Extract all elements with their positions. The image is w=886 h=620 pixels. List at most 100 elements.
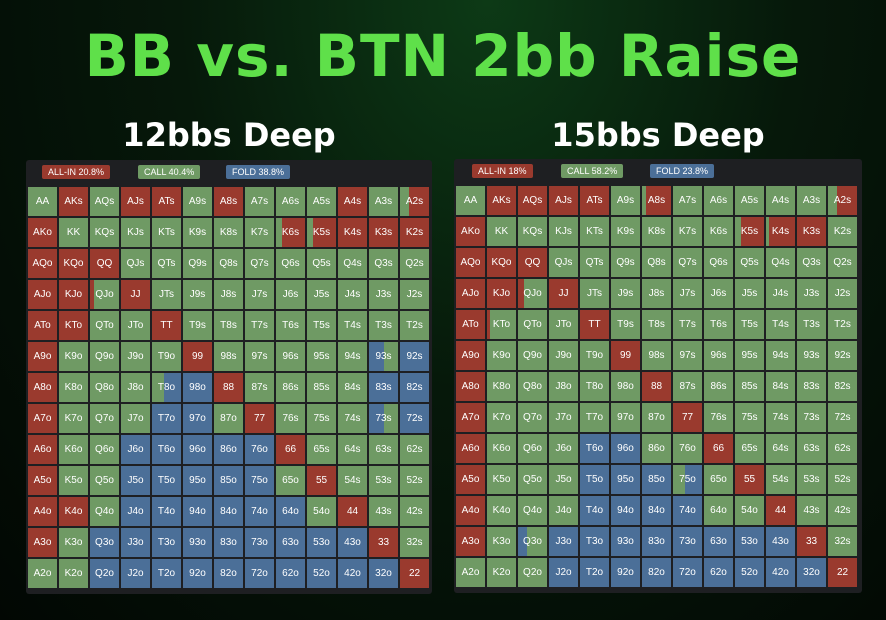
hand-label: 99 [191, 351, 204, 362]
hand-cell-54s: 54s [766, 465, 795, 494]
hand-cell-74s: 74s [766, 403, 795, 432]
hand-label: A8o [461, 381, 480, 392]
hand-cell-55: 55 [735, 465, 764, 494]
hand-cell-73o: 73o [673, 527, 702, 556]
hand-label: T3s [803, 319, 820, 330]
hand-label: T2o [585, 567, 604, 578]
hand-cell-J7o: J7o [121, 404, 150, 433]
hand-cell-54o: 54o [735, 496, 764, 525]
hand-label: 86o [648, 443, 665, 454]
hand-cell-85s: 85s [735, 372, 764, 401]
hand-label: 82s [834, 381, 851, 392]
hand-cell-K8s: K8s [214, 218, 243, 247]
hand-label: KJo [492, 288, 511, 299]
hand-cell-32s: 32s [828, 527, 857, 556]
hand-label: 93o [617, 536, 634, 547]
hand-cell-T2o: T2o [152, 559, 181, 588]
hand-label: 85s [741, 381, 758, 392]
hand-cell-K2o: K2o [487, 558, 516, 587]
hand-cell-53s: 53s [369, 466, 398, 495]
hand-label: 54s [772, 474, 789, 485]
mix-fill [487, 310, 490, 339]
hand-label: 65o [710, 474, 727, 485]
hand-cell-KTs: KTs [152, 218, 181, 247]
hand-label: K6o [492, 443, 511, 454]
hand-cell-AQo: AQo [456, 248, 485, 277]
hand-cell-43s: 43s [369, 497, 398, 526]
hand-cell-94o: 94o [183, 497, 212, 526]
hand-label: A2s [833, 195, 852, 206]
hand-cell-62o: 62o [704, 558, 733, 587]
hand-cell-A9s: A9s [183, 187, 212, 216]
hand-label: KTs [586, 226, 603, 237]
hand-cell-99: 99 [611, 341, 640, 370]
hand-cell-K7o: K7o [59, 404, 88, 433]
hand-label: Q5o [95, 475, 114, 486]
hand-cell-AKs: AKs [59, 187, 88, 216]
hand-cell-T7o: T7o [580, 403, 609, 432]
hand-cell-97s: 97s [245, 342, 274, 371]
hand-cell-Q5o: Q5o [90, 466, 119, 495]
hand-cell-63o: 63o [704, 527, 733, 556]
hand-cell-T9s: T9s [611, 310, 640, 339]
hand-label: T7s [251, 320, 268, 331]
hand-label: J3o [555, 536, 572, 547]
hand-cell-J9s: J9s [183, 280, 212, 309]
hand-cell-QJs: QJs [121, 249, 150, 278]
hand-label: Q4o [95, 506, 114, 517]
hand-cell-A5s: A5s [735, 186, 764, 215]
hand-cell-J8o: J8o [549, 372, 578, 401]
hand-label: 52s [406, 475, 423, 486]
hand-label: 65s [313, 444, 330, 455]
hand-cell-J3o: J3o [549, 527, 578, 556]
hand-cell-K5o: K5o [59, 466, 88, 495]
hand-cell-T7s: T7s [673, 310, 702, 339]
hand-label: 32o [803, 567, 820, 578]
hand-cell-K3o: K3o [487, 527, 516, 556]
hand-label: J7s [251, 289, 268, 300]
hand-cell-76s: 76s [704, 403, 733, 432]
hand-label: 93o [189, 537, 206, 548]
hand-cell-K8s: K8s [642, 217, 671, 246]
hand-label: T9o [585, 350, 604, 361]
hand-label: Q4o [523, 505, 542, 516]
hand-label: 32s [834, 536, 851, 547]
hand-cell-A5o: A5o [28, 466, 57, 495]
hand-label: T4o [157, 506, 176, 517]
hand-cell-KQs: KQs [90, 218, 119, 247]
hand-label: A8s [647, 195, 666, 206]
hand-cell-K6o: K6o [487, 434, 516, 463]
hand-label: AA [35, 196, 50, 207]
mix-fill [735, 496, 753, 525]
hand-cell-JTs: JTs [580, 279, 609, 308]
mix-fill [400, 342, 427, 371]
mix-fill [276, 218, 282, 247]
hand-label: QJo [523, 288, 542, 299]
hand-label: K7s [250, 227, 269, 238]
hand-cell-T7s: T7s [245, 311, 274, 340]
hand-cell-T2o: T2o [580, 558, 609, 587]
hand-cell-72s: 72s [400, 404, 429, 433]
hand-label: T4o [585, 505, 604, 516]
hand-label: ATs [158, 196, 175, 207]
hand-label: JTo [555, 319, 572, 330]
hand-label: J5o [127, 475, 144, 486]
hand-label: K5o [64, 475, 83, 486]
hand-cell-63s: 63s [797, 434, 826, 463]
hand-cell-J5o: J5o [549, 465, 578, 494]
hand-label: JJ [558, 288, 569, 299]
hand-label: A4s [343, 196, 362, 207]
hand-cell-Q5o: Q5o [518, 465, 547, 494]
hand-label: AJs [555, 195, 572, 206]
hand-cell-93s: 93s [797, 341, 826, 370]
hand-cell-J2s: J2s [400, 280, 429, 309]
mix-fill [735, 217, 741, 246]
hand-cell-86o: 86o [642, 434, 671, 463]
mix-fill [28, 466, 34, 495]
hand-label: J3s [803, 288, 820, 299]
hand-cell-Q3o: Q3o [90, 528, 119, 557]
mix-fill [59, 311, 65, 340]
hand-cell-A7s: A7s [245, 187, 274, 216]
hand-label: T5o [157, 475, 176, 486]
hand-cell-95o: 95o [611, 465, 640, 494]
